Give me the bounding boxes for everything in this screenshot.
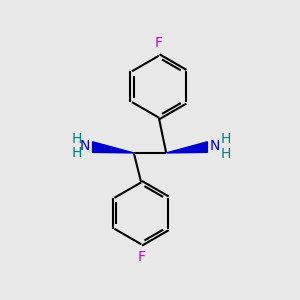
- Text: N: N: [80, 140, 90, 154]
- Text: H: H: [220, 147, 231, 161]
- Text: H: H: [71, 132, 82, 146]
- Text: H: H: [220, 132, 231, 146]
- Polygon shape: [166, 142, 207, 153]
- Text: N: N: [210, 140, 220, 154]
- Polygon shape: [93, 142, 134, 153]
- Text: H: H: [71, 146, 82, 160]
- Text: F: F: [137, 250, 145, 263]
- Text: F: F: [155, 37, 163, 50]
